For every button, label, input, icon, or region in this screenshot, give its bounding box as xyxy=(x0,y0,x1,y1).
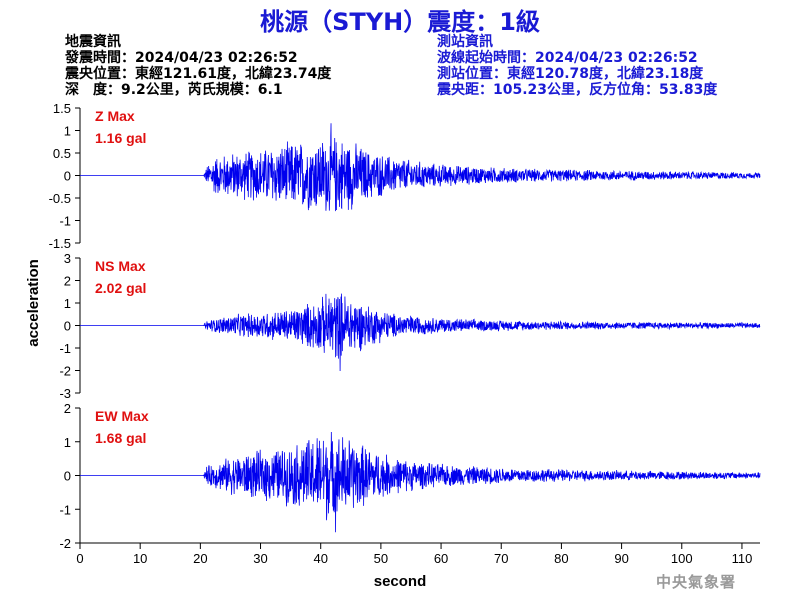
ew-y-tick-label: 1 xyxy=(64,435,71,450)
depth-magnitude: 深 度：9.2公里，芮氏規模：6.1 xyxy=(65,82,283,98)
ns-max-value-label: 2.02 gal xyxy=(95,280,146,296)
x-tick-label: 110 xyxy=(732,551,753,566)
ns-y-tick-label: 3 xyxy=(64,251,71,266)
ns-y-tick-label: -3 xyxy=(59,386,71,401)
ns-y-tick-label: -1 xyxy=(59,341,71,356)
ew-waveform-series xyxy=(80,431,761,533)
x-tick-label: 30 xyxy=(253,551,267,566)
z-waveform-series xyxy=(80,123,761,212)
z-y-tick-label: 0 xyxy=(64,169,71,184)
ns-y-tick-label: 2 xyxy=(64,274,71,289)
ew-max-label: EW Max xyxy=(95,408,149,424)
x-tick-label: 60 xyxy=(434,551,448,566)
origin-time: 發震時間：2024/04/23 02:26:52 xyxy=(65,50,298,66)
z-max-label: Z Max xyxy=(95,108,135,124)
ns-max-label: NS Max xyxy=(95,258,146,274)
z-y-tick-label: 0.5 xyxy=(53,146,71,161)
z-y-tick-label: -1.5 xyxy=(49,236,71,251)
earthquake-info: 地震資訊 發震時間：2024/04/23 02:26:52 震央位置：東經121… xyxy=(65,34,331,98)
x-tick-label: 90 xyxy=(614,551,628,566)
x-tick-label: 70 xyxy=(494,551,508,566)
station-info: 測站資訊 波線起始時間：2024/04/23 02:26:52 測站位置：東經1… xyxy=(437,34,717,98)
z-y-tick-label: 1.5 xyxy=(53,101,71,116)
station-info-heading: 測站資訊 xyxy=(437,34,493,50)
x-axis-title: second xyxy=(374,573,427,590)
z-y-tick-label: -0.5 xyxy=(49,191,71,206)
ew-y-tick-label: 0 xyxy=(64,469,71,484)
y-axis-title: acceleration xyxy=(25,259,42,347)
page-title: 桃源（STYH）震度：1級 xyxy=(260,8,540,36)
ns-waveform-series xyxy=(80,293,761,371)
x-tick-label: 40 xyxy=(313,551,327,566)
wave-start-time: 波線起始時間：2024/04/23 02:26:52 xyxy=(437,50,698,66)
epicenter-position: 震央位置：東經121.61度，北緯23.74度 xyxy=(65,66,332,82)
ew-y-tick-label: 2 xyxy=(64,401,71,416)
z-y-tick-label: -1 xyxy=(59,214,71,229)
x-tick-label: 50 xyxy=(374,551,388,566)
ew-max-value-label: 1.68 gal xyxy=(95,430,146,446)
ns-y-tick-label: 0 xyxy=(64,319,71,334)
x-tick-label: 0 xyxy=(76,551,83,566)
x-tick-label: 80 xyxy=(554,551,568,566)
x-tick-label: 10 xyxy=(133,551,147,566)
ns-y-tick-label: -2 xyxy=(59,364,71,379)
x-tick-label: 100 xyxy=(671,551,693,566)
x-tick-label: 20 xyxy=(193,551,207,566)
ew-y-tick-label: -1 xyxy=(59,502,71,517)
earthquake-info-heading: 地震資訊 xyxy=(65,34,121,50)
z-max-value-label: 1.16 gal xyxy=(95,130,146,146)
distance-azimuth: 震央距：105.23公里，反方位角：53.83度 xyxy=(437,82,718,98)
station-position: 測站位置：東經120.78度，北緯23.18度 xyxy=(437,66,704,82)
ew-y-tick-label: -2 xyxy=(59,536,71,551)
ns-y-tick-label: 1 xyxy=(64,296,71,311)
agency-credit: 中央氣象署 xyxy=(656,573,737,591)
z-y-tick-label: 1 xyxy=(64,124,71,139)
